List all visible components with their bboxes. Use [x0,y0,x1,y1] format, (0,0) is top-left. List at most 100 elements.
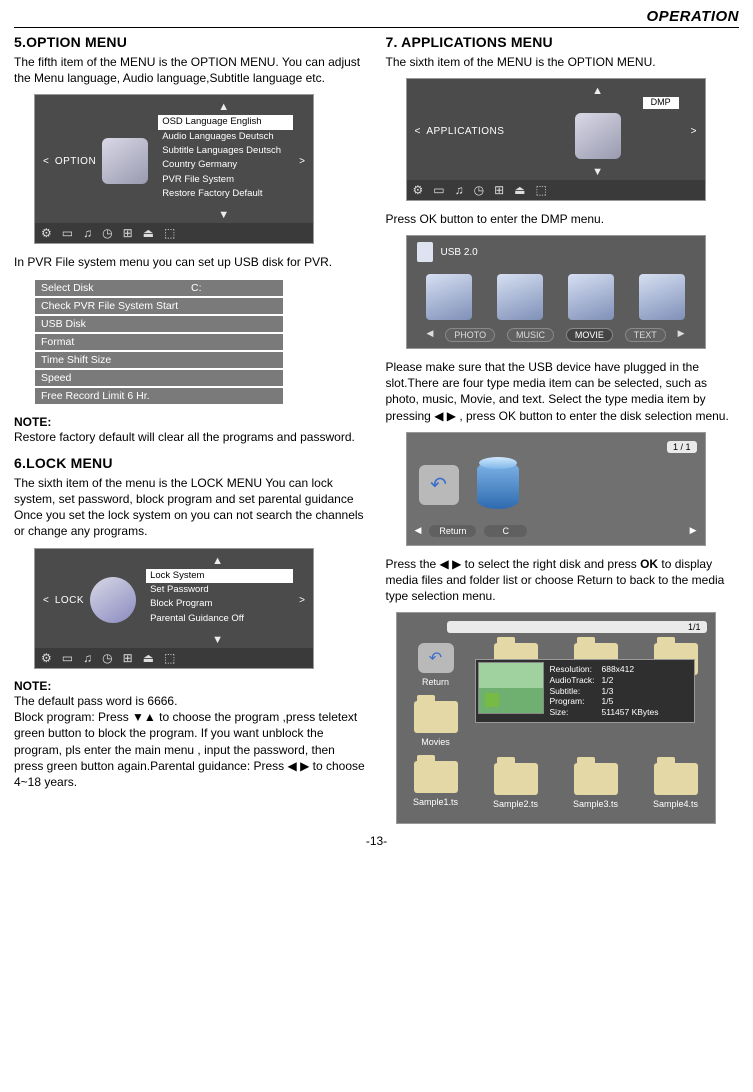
file-grid: ↶ Return Movies Sample1.ts Sample2.ts [405,637,707,815]
c-drive-button[interactable]: C [484,525,527,537]
option-panel-label: OPTION [55,156,96,167]
lock-icon: ⏏ [143,226,154,240]
gear-icon: ⚙ [41,226,52,240]
chevron-down-icon: ▼ [510,166,684,178]
return-button[interactable]: Return [429,525,476,537]
menu-item[interactable]: Block Program [146,597,293,611]
label: Return [407,677,465,687]
chevron-left-icon[interactable]: ◀ [426,328,433,342]
menu-item[interactable]: OSD Language English [158,115,293,129]
dmp-icon-row [407,268,705,326]
bottom-icon-strip: ⚙ ▭ ♫ ◷ ⊞ ⏏ ⬚ [35,648,313,668]
section5-title: 5.OPTION MENU [14,34,368,50]
pager: 1/1 [447,621,707,633]
section5-intro: The fifth item of the MENU is the OPTION… [14,54,368,86]
menu-item[interactable]: Subtitle Languages Deutsch [158,144,293,158]
right-column: 7. APPLICATIONS MENU The sixth item of t… [386,34,740,824]
dmp-instructions: Please make sure that the USB device hav… [386,359,740,424]
info-list: Resolution:688x412 AudioTrack:1/2 Subtit… [548,662,661,719]
cell: Select Disk [41,282,191,294]
dmp-tabs: ◀ PHOTO MUSIC MOVIE TEXT ▶ [407,326,705,348]
pager: 1 / 1 [667,441,697,453]
chevron-up-icon: ▲ [510,85,684,97]
note-label: NOTE: [14,415,368,429]
screen-icon: ▭ [62,651,73,665]
lock-panel: < LOCK ▲ Lock System Set Password Block … [34,548,314,669]
label: Sample4.ts [647,799,705,809]
section7-intro: The sixth item of the MENU is the OPTION… [386,54,740,70]
clock-icon: ◷ [474,183,484,197]
option-menu-list: OSD Language English Audio Languages Deu… [158,113,293,209]
gear-icon: ⚙ [413,183,424,197]
text-icon[interactable] [639,274,685,320]
folder-icon [494,763,538,795]
tab-movie[interactable]: MOVIE [566,328,613,342]
menu-item[interactable]: Parental Guidance Off [146,612,293,626]
folder-icon[interactable] [414,701,458,733]
music-icon[interactable] [497,274,543,320]
menu-item[interactable]: PVR File System [158,173,293,187]
pvr-intro: In PVR File system menu you can set up U… [14,254,368,270]
usb-icon [417,242,433,262]
menu-item[interactable]: Set Password [146,583,293,597]
chevron-down-icon: ▼ [142,634,293,646]
page-number: -13- [14,834,739,848]
menu-item[interactable]: Restore Factory Default [158,187,293,201]
chevron-up-icon: ▲ [142,555,293,567]
disk-c-icon[interactable] [477,461,519,509]
disk-selection-panel: 1 / 1 ↶ ◀ Return C ▶ [406,432,706,546]
screen-icon: ▭ [62,226,73,240]
screen-icon: ▭ [433,183,444,197]
lock-menu-list: Lock System Set Password Block Program P… [146,567,293,634]
menu-item[interactable]: Lock System [146,569,293,583]
chevron-left-icon: < [43,156,49,167]
chevron-right-icon[interactable]: ▶ [690,525,697,536]
gear-icon: ⚙ [41,651,52,665]
cube-small-icon: ⬚ [536,183,547,197]
bottom-icon-strip: ⚙ ▭ ♫ ◷ ⊞ ⏏ ⬚ [35,223,313,243]
cube-small-icon: ⬚ [164,651,175,665]
clock-icon: ◷ [102,651,112,665]
file-browser-panel: 1/1 ↶ Return Movies Sample1.ts S [396,612,716,824]
label: Sample3.ts [567,799,625,809]
note-text: Restore factory default will clear all t… [14,429,368,445]
return-icon[interactable]: ↶ [419,465,459,505]
section7-title: 7. APPLICATIONS MENU [386,34,740,50]
tab-music[interactable]: MUSIC [507,328,554,342]
lock-panel-label: LOCK [55,595,84,606]
dmp-label[interactable]: DMP [643,97,679,109]
section6-title: 6.LOCK MENU [14,455,368,471]
tab-photo[interactable]: PHOTO [445,328,495,342]
table-row: USB Disk [34,315,284,333]
photo-icon[interactable] [426,274,472,320]
ok-bold: OK [640,557,658,571]
two-column-layout: 5.OPTION MENU The fifth item of the MENU… [14,34,739,824]
table-row: Speed [34,369,284,387]
tab-text[interactable]: TEXT [625,328,666,342]
clock-icon: ◷ [102,226,112,240]
press-ok-text: Press OK button to enter the DMP menu. [386,211,740,227]
lock-icon: ⏏ [514,183,525,197]
music-icon: ♫ [83,651,92,665]
bottom-icon-strip: ⚙ ▭ ♫ ◷ ⊞ ⏏ ⬚ [407,180,705,200]
movie-icon[interactable] [568,274,614,320]
music-icon: ♫ [455,183,464,197]
cube-icon [575,113,621,159]
menu-item[interactable]: Country Germany [158,158,293,172]
chevron-right-icon: > [299,156,305,167]
chevron-left-icon: < [415,126,421,137]
grid-icon: ⊞ [123,226,133,240]
chevron-left-icon[interactable]: ◀ [415,525,422,536]
folder-icon[interactable] [414,761,458,793]
table-row: Time Shift Size [34,351,284,369]
music-icon: ♫ [83,226,92,240]
dmp-panel: USB 2.0 ◀ PHOTO MUSIC MOVIE TEXT ▶ [406,235,706,349]
chevron-up-icon: ▲ [154,101,293,113]
label: Movies [407,737,465,747]
chevron-right-icon[interactable]: ▶ [678,328,685,342]
folder-icon [574,763,618,795]
chevron-right-icon: > [691,126,697,137]
note-label: NOTE: [14,679,368,693]
return-item[interactable]: ↶ Return Movies Sample1.ts [407,643,465,809]
menu-item[interactable]: Audio Languages Deutsch [158,130,293,144]
